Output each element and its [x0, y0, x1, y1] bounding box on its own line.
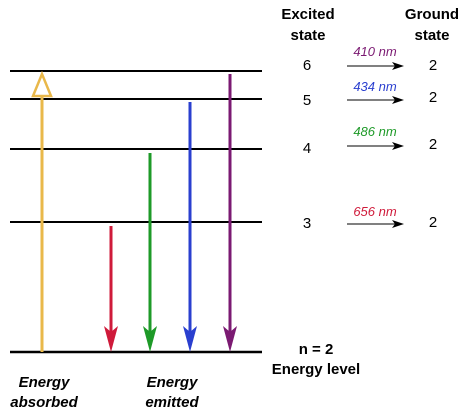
excited-level-3: 3: [303, 215, 311, 232]
energy-emitted-caption-line2: emitted: [145, 394, 199, 411]
transition-arrow-486: [347, 142, 404, 150]
wavelength-656-label: 656 nm: [353, 204, 397, 219]
energy-absorbed-caption-line1: Energy: [19, 374, 71, 391]
ground-level-5-row: 2: [429, 89, 437, 106]
excited-state-header-line1: Excited: [281, 6, 334, 23]
ground-level-3-row: 2: [429, 214, 437, 231]
emission-arrow-434: [183, 102, 197, 352]
absorption-arrow: [31, 70, 53, 352]
wavelength-486-label: 486 nm: [353, 124, 397, 139]
wavelength-410-label: 410 nm: [353, 44, 397, 59]
emission-arrow-410: [223, 74, 237, 352]
ground-state-header-line1: Ground: [405, 6, 459, 23]
transition-arrow-434: [347, 96, 404, 104]
ground-level-6-row: 2: [429, 57, 437, 74]
energy-absorbed-caption-line2: absorbed: [10, 394, 78, 411]
energy-emitted-caption-line1: Energy: [147, 374, 199, 391]
transition-arrow-410: [347, 62, 404, 70]
wavelength-434-label: 434 nm: [353, 79, 397, 94]
ground-level-energy-label: Energy level: [272, 361, 360, 378]
excited-state-header-line2: state: [290, 27, 325, 44]
excited-level-4: 4: [303, 140, 311, 157]
excited-level-6: 6: [303, 57, 311, 74]
ground-state-header-line2: state: [414, 27, 449, 44]
emission-arrow-486: [143, 153, 157, 352]
excited-level-5: 5: [303, 92, 311, 109]
transition-arrow-656: [347, 220, 404, 228]
ground-level-4-row: 2: [429, 136, 437, 153]
emission-arrow-656: [104, 226, 118, 352]
ground-level-n-label: n = 2: [299, 341, 334, 358]
